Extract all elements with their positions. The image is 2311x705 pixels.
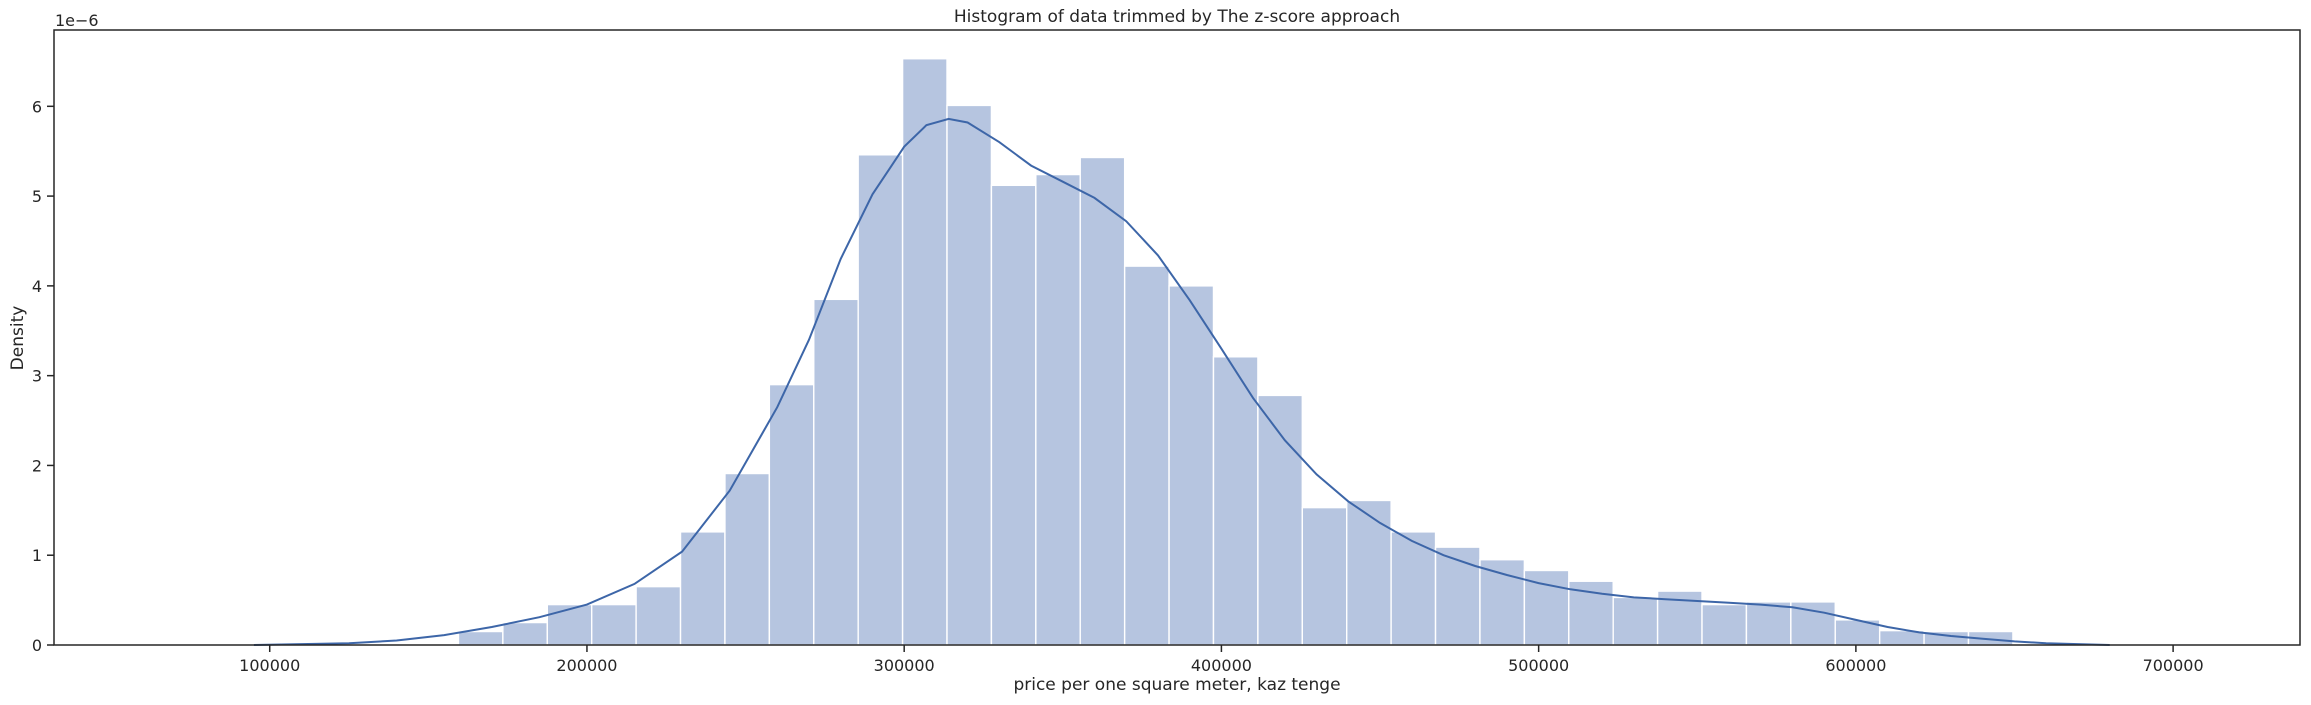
x-tick-label: 300000 <box>874 656 935 675</box>
x-axis: 100000 200000 300000 400000 500000 600000 7000… <box>239 645 2204 675</box>
histogram-bar <box>1346 499 1392 646</box>
histogram-bar <box>1612 596 1659 646</box>
y-offset-label: 1e−6 <box>55 11 99 30</box>
histogram-bar <box>813 298 859 646</box>
y-axis-label: Density <box>8 306 28 371</box>
histogram-bar <box>1390 531 1437 646</box>
y-tick-label: 0 <box>32 636 42 655</box>
chart-title: Histogram of data trimmed by The z-score… <box>954 7 1400 27</box>
y-axis: 0 1 2 3 4 5 6 <box>32 97 54 655</box>
histogram-bar <box>901 58 948 646</box>
x-tick-label: 200000 <box>556 656 617 675</box>
histogram-bar <box>990 184 1037 646</box>
histogram-bar <box>1701 603 1748 646</box>
y-tick-label: 4 <box>32 277 42 296</box>
y-tick-label: 6 <box>32 97 42 116</box>
histogram-bar <box>724 472 771 646</box>
histogram-bar <box>1168 285 1215 646</box>
histogram-bar <box>502 621 548 646</box>
histogram-bar <box>1035 173 1081 646</box>
x-tick-label: 600000 <box>1825 656 1886 675</box>
histogram-bar <box>1212 356 1259 646</box>
histogram-bar <box>1123 265 1170 646</box>
x-tick-label: 400000 <box>1191 656 1252 675</box>
histogram-bar <box>679 531 726 646</box>
histogram-bar <box>1745 601 1792 646</box>
x-tick-label: 700000 <box>2143 656 2204 675</box>
x-tick-label: 100000 <box>239 656 300 675</box>
histogram-bar <box>857 154 904 646</box>
histogram-bar <box>1479 559 1526 646</box>
histogram-bar <box>946 104 993 646</box>
y-tick-label: 1 <box>32 546 42 565</box>
histogram-bars <box>457 58 2014 646</box>
histogram-bar <box>1301 506 1348 646</box>
plot-frame <box>53 29 2301 646</box>
histogram-bar <box>1257 394 1304 646</box>
y-tick-label: 5 <box>32 187 42 206</box>
kde-density-line <box>253 117 2110 646</box>
histogram-bar <box>546 603 593 646</box>
histogram-bar <box>457 630 504 646</box>
histogram-bar <box>591 603 637 646</box>
y-tick-label: 2 <box>32 456 42 475</box>
y-tick-label: 3 <box>32 367 42 386</box>
x-axis-label: price per one square meter, kaz tenge <box>1013 675 1340 695</box>
histogram-bar <box>1434 546 1481 646</box>
histogram-bar <box>768 383 815 646</box>
histogram-bar <box>1079 156 1126 646</box>
histogram-bar <box>635 585 682 646</box>
x-tick-label: 500000 <box>1508 656 1569 675</box>
